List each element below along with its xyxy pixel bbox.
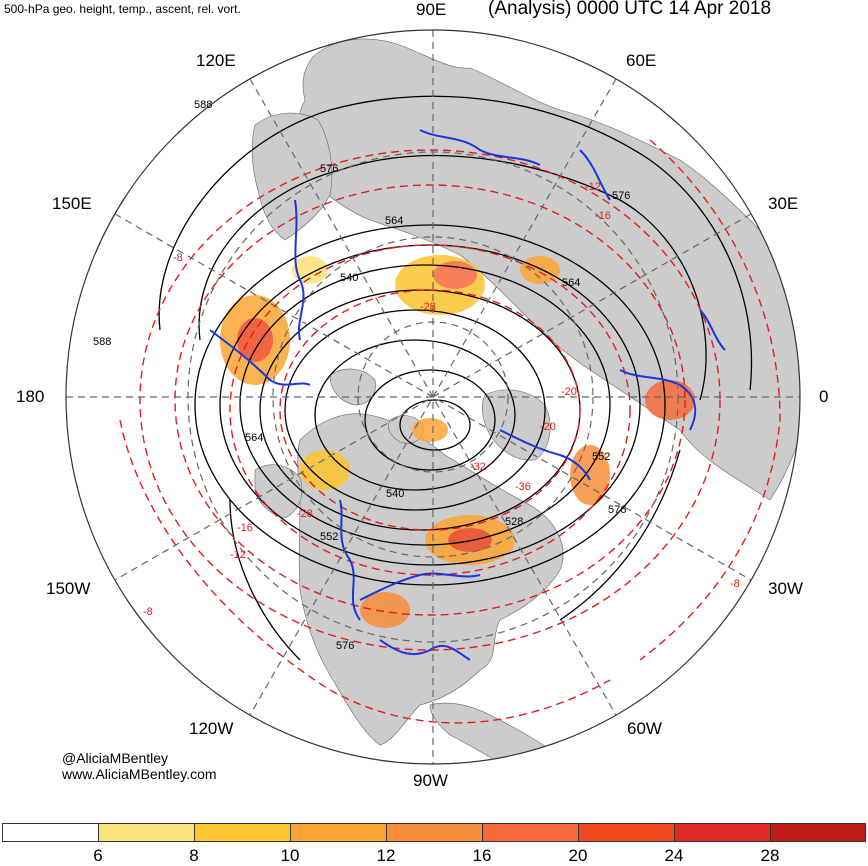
land-siberia-east (251, 112, 333, 241)
lon-label-60e: 60E (626, 51, 657, 70)
colorbar-segment (674, 823, 770, 842)
land-north-america (297, 413, 564, 746)
colorbar-segment (98, 823, 194, 842)
colorbar-tick: 8 (189, 846, 199, 865)
height-label: 588 (194, 99, 212, 111)
colorbar-segment (482, 823, 578, 842)
temperature-label: -28 (297, 508, 313, 520)
ascent-contours (209, 129, 726, 661)
map-subtitle: 500-hPa geo. height, temp., ascent, rel.… (4, 2, 241, 16)
temperature-label: -12 (230, 549, 246, 561)
lon-label-60w: 60W (627, 719, 662, 738)
height-label: 576 (612, 190, 630, 202)
temperature-contours (119, 139, 781, 724)
temperature-label: -8 (143, 606, 153, 618)
colorbar-segment (2, 823, 98, 842)
height-label: 552 (320, 531, 338, 543)
height-label: 576 (336, 640, 354, 652)
map-boundary (65, 29, 801, 765)
lon-label-30w: 30W (768, 579, 803, 598)
lon-label-150w: 150W (46, 579, 91, 598)
height-label: 576 (608, 504, 626, 516)
colorbar-tick: 6 (93, 846, 103, 865)
lon-label-90e: 90E (416, 0, 447, 19)
height-label: 564 (245, 432, 263, 444)
height-label-group: 588 576 564 540 564 576 588 564 540 528 … (93, 99, 630, 652)
lon-label-90w: 90W (413, 771, 448, 790)
temperature-label: -20 (540, 421, 556, 433)
colorbar-tick: 16 (472, 846, 492, 865)
height-label: 552 (592, 451, 610, 463)
height-label: 576 (320, 163, 338, 175)
temperature-label: -36 (515, 481, 531, 493)
colorbar-segment (194, 823, 290, 842)
colorbar-segment (290, 823, 386, 842)
temperature-label: -28 (420, 301, 436, 313)
colorbar-segment (770, 823, 866, 842)
colorbar-segment (386, 823, 482, 842)
height-label: 564 (385, 215, 403, 227)
lon-label-30e: 30E (768, 194, 799, 213)
graticule (66, 30, 800, 764)
land-greenland (481, 389, 551, 461)
height-label: 540 (386, 488, 404, 500)
temperature-label: -16 (237, 522, 253, 534)
colorbar-tick: 28 (760, 846, 780, 865)
temperature-label: -8 (730, 578, 740, 590)
height-label: 564 (562, 277, 580, 289)
height-label: 528 (505, 516, 523, 528)
lon-label-180: 180 (16, 387, 45, 406)
lon-label-120w: 120W (189, 719, 234, 738)
map-title: (Analysis) 0000 UTC 14 Apr 2018 (488, 0, 772, 19)
temperature-label: -20 (561, 386, 577, 398)
temperature-label: -16 (595, 210, 611, 222)
colorbar-tick: 20 (568, 846, 588, 865)
temperature-label-group: -8 -12 -16 -20 -8 -16 -20 -28 -36 -12 -8… (143, 181, 740, 618)
colorbar-tick: 12 (376, 846, 396, 865)
lon-label-120e: 120E (196, 51, 236, 70)
credit-handle: @AliciaMBentley (62, 750, 169, 766)
colorbar-tick: 10 (280, 846, 300, 865)
credit-website: www.AliciaMBentley.com (62, 766, 217, 782)
lon-label-150e: 150E (52, 194, 92, 213)
temperature-label: -12 (585, 181, 601, 193)
height-label: 540 (340, 272, 358, 284)
colorbar-tick: 24 (664, 846, 684, 865)
height-label: 588 (93, 336, 111, 348)
colorbar-segment (578, 823, 674, 842)
temperature-label: -8 (173, 252, 183, 264)
lon-label-0: 0 (819, 387, 829, 406)
temperature-label: -32 (470, 461, 486, 473)
